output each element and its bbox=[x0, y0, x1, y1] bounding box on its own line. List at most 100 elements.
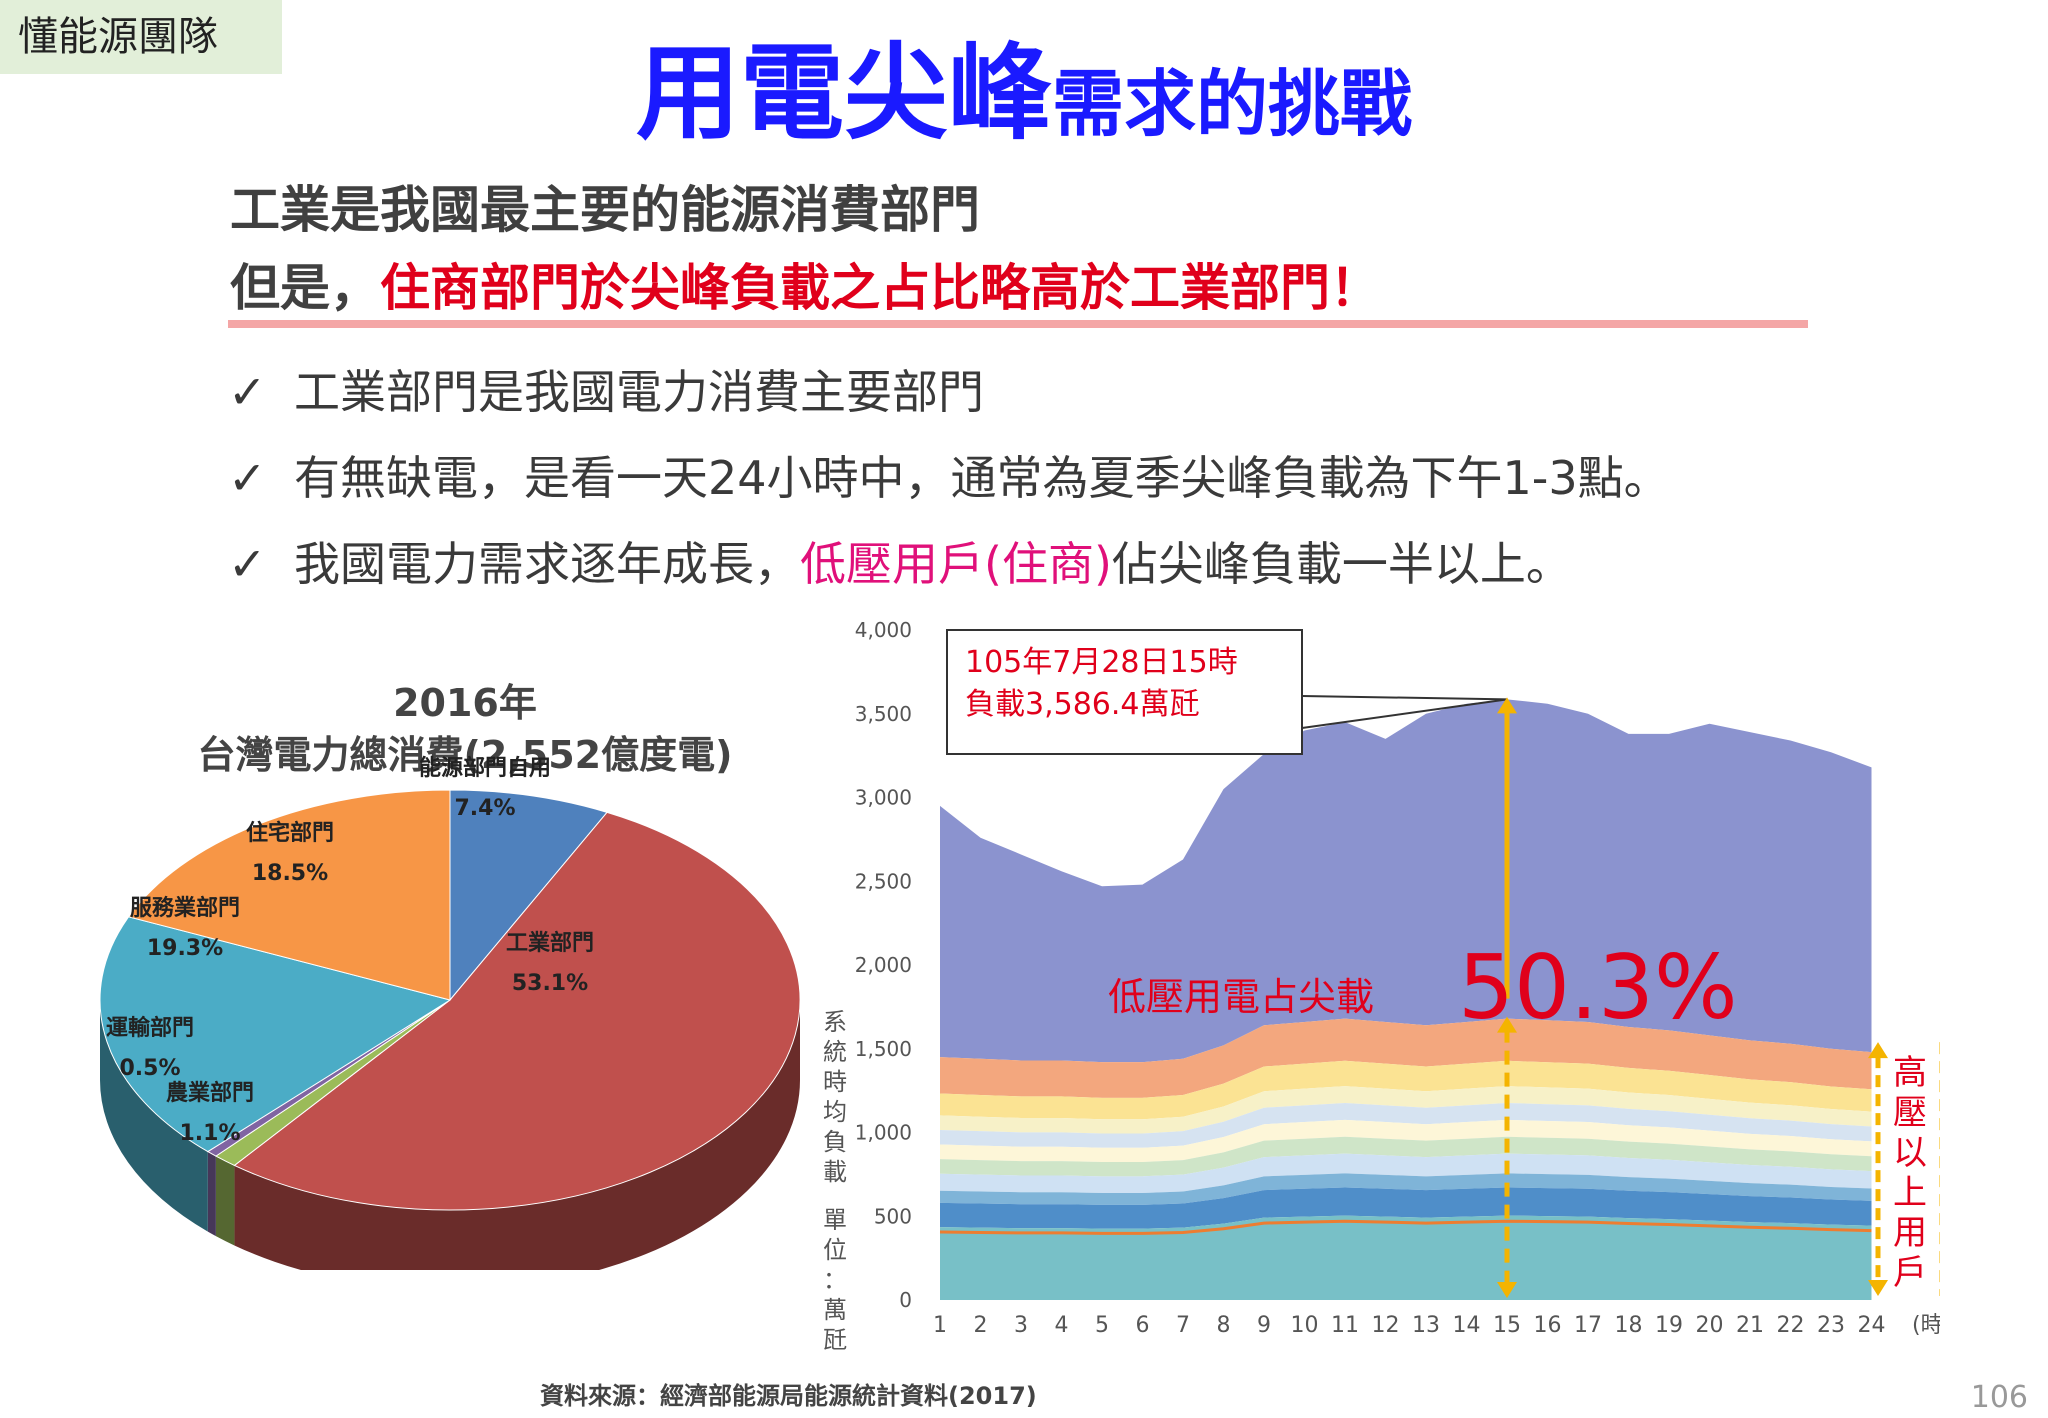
y-axis-label-char: 位 bbox=[823, 1236, 847, 1264]
area-low-voltage-band bbox=[940, 1086, 1872, 1134]
check-icon: ✓ bbox=[228, 451, 267, 505]
x-tick-label: 1 bbox=[933, 1313, 947, 1338]
y-axis-label-char: 均 bbox=[823, 1098, 847, 1126]
subtitle-line1: 工業是我國最主要的能源消費部門 bbox=[230, 181, 980, 239]
page-title: 用電尖峰需求的挑戰 bbox=[0, 8, 2048, 159]
pie-slice-value: 18.5% bbox=[252, 861, 328, 886]
x-tick-label: 23 bbox=[1817, 1313, 1845, 1338]
y-axis-label-char: ： bbox=[823, 1266, 847, 1294]
peak-callout-line2: 負載3,586.4萬瓩 bbox=[965, 687, 1200, 722]
y-axis-label-char: 統 bbox=[823, 1038, 847, 1066]
high-voltage-label-char: 上 bbox=[1893, 1173, 1927, 1213]
area-high-voltage bbox=[940, 699, 1872, 1063]
x-tick-label: 12 bbox=[1372, 1313, 1400, 1338]
x-tick-label: 9 bbox=[1257, 1313, 1271, 1338]
bullet-text: 工業部門是我國電力消費主要部門 bbox=[294, 365, 984, 419]
high-voltage-label-char: 用 bbox=[1893, 1213, 1927, 1253]
y-tick-label: 2,500 bbox=[855, 869, 912, 893]
subtitle-underline bbox=[228, 320, 1808, 328]
x-tick-label: 8 bbox=[1217, 1313, 1231, 1338]
x-axis-unit: (時) bbox=[1912, 1313, 1940, 1338]
team-label: 懂能源團隊 bbox=[0, 0, 282, 74]
pie-slice-label: 運輸部門 bbox=[106, 1015, 194, 1041]
pie-slice-label: 工業部門 bbox=[506, 930, 594, 956]
pie-slice bbox=[99, 916, 452, 1153]
y-tick-label: 2,000 bbox=[855, 953, 912, 977]
pie-slice-value: 7.4% bbox=[454, 796, 515, 821]
pie-slice-label: 服務業部門 bbox=[130, 895, 240, 921]
title-small: 需求的挑戰 bbox=[1052, 62, 1413, 146]
source-note: 資料來源：經濟部能源局能源統計資料(2017) bbox=[540, 1382, 1037, 1410]
y-axis-label-char: 單 bbox=[823, 1206, 847, 1234]
title-big: 用電尖峰 bbox=[635, 32, 1052, 154]
low-voltage-label: 低壓用電占尖載 bbox=[1108, 975, 1374, 1019]
x-tick-label: 18 bbox=[1615, 1313, 1643, 1338]
peak-callout-line bbox=[1301, 698, 1508, 729]
arrow-down-icon bbox=[1868, 1280, 1888, 1296]
pie-slice bbox=[233, 811, 801, 1211]
y-tick-label: 0 bbox=[899, 1288, 912, 1312]
high-voltage-label-char: 以 bbox=[1893, 1133, 1927, 1173]
y-axis-label-char: 載 bbox=[823, 1158, 847, 1186]
bullet-text-before: 我國電力需求逐年成長， bbox=[294, 537, 800, 591]
area-low-voltage-band bbox=[940, 1018, 1872, 1098]
peak-callout-line1: 105年7月28日15時 bbox=[965, 645, 1238, 680]
check-icon: ✓ bbox=[228, 365, 267, 419]
pie-title-line2: 台灣電力總消費(2,552億度電) bbox=[198, 733, 733, 777]
x-tick-label: 19 bbox=[1655, 1313, 1683, 1338]
x-tick-label: 14 bbox=[1453, 1313, 1481, 1338]
area-orange-line bbox=[939, 1219, 1872, 1235]
arrow-down-icon bbox=[1497, 1282, 1517, 1298]
low-voltage-share: 50.3% bbox=[1458, 936, 1738, 1039]
x-tick-label: 22 bbox=[1777, 1313, 1805, 1338]
pie-slice-side bbox=[100, 1000, 208, 1232]
y-tick-label: 1,000 bbox=[855, 1121, 912, 1145]
x-tick-label: 20 bbox=[1696, 1313, 1724, 1338]
subtitle-line2: 但是，住商部門於尖峰負載之占比略高於工業部門！ bbox=[230, 248, 1380, 320]
y-tick-label: 1,500 bbox=[855, 1037, 912, 1061]
bullet-text-highlight: 低壓用戶(住商) bbox=[800, 537, 1112, 591]
y-tick-label: 3,000 bbox=[855, 786, 912, 810]
x-tick-label: 13 bbox=[1412, 1313, 1440, 1338]
y-tick-label: 500 bbox=[874, 1204, 912, 1228]
x-tick-label: 6 bbox=[1136, 1313, 1150, 1338]
y-axis-label-char: 瓩 bbox=[823, 1326, 847, 1350]
x-tick-label: 24 bbox=[1858, 1313, 1886, 1338]
x-tick-label: 2 bbox=[974, 1313, 988, 1338]
x-tick-label: 5 bbox=[1095, 1313, 1109, 1338]
arrow-up-icon bbox=[1497, 1016, 1517, 1033]
area-low-voltage-band bbox=[940, 1173, 1872, 1205]
page-number: 106 bbox=[1970, 1380, 2028, 1415]
x-tick-label: 17 bbox=[1574, 1313, 1602, 1338]
load-area-chart: 05001,0001,5002,0002,5003,0003,5004,000 … bbox=[823, 618, 1940, 1350]
subtitle-line2-highlight: 住商部門於尖峰負載之占比略高於工業部門！ bbox=[380, 259, 1380, 317]
peak-callout-box bbox=[946, 629, 1303, 755]
area-low-voltage-band bbox=[940, 1215, 1872, 1300]
check-icon: ✓ bbox=[228, 537, 267, 591]
pie-slice bbox=[449, 789, 608, 1002]
subtitle-line2-prefix: 但是， bbox=[230, 259, 380, 317]
pie-slice-side bbox=[207, 1151, 216, 1237]
area-low-voltage-band bbox=[940, 1136, 1872, 1177]
x-tick-label: 15 bbox=[1493, 1313, 1521, 1338]
pie-slice-value: 0.5% bbox=[119, 1056, 180, 1081]
y-axis-label-char: 負 bbox=[823, 1128, 847, 1156]
pie-slice-side bbox=[234, 1000, 800, 1270]
bullet-text: 有無缺電，是看一天24小時中，通常為夏季尖峰負載為下午1-3點。 bbox=[294, 451, 1670, 505]
pie-slice-label: 住宅部門 bbox=[246, 820, 334, 846]
y-tick-label: 3,500 bbox=[855, 702, 912, 726]
y-tick-label: 4,000 bbox=[855, 618, 912, 642]
x-tick-label: 10 bbox=[1291, 1313, 1319, 1338]
area-low-voltage-band bbox=[940, 1060, 1872, 1120]
bullet-2: ✓ 有無缺電，是看一天24小時中，通常為夏季尖峰負載為下午1-3點。 bbox=[228, 442, 1670, 508]
peak-callout-line bbox=[1301, 695, 1508, 701]
x-tick-label: 16 bbox=[1534, 1313, 1562, 1338]
high-voltage-label-char: 高 bbox=[1893, 1053, 1927, 1093]
pie-chart: 2016年 台灣電力總消費(2,552億度電) 能源部門自用 7.4% 工業部門 53… bbox=[99, 681, 801, 1270]
high-voltage-label-char: 壓 bbox=[1893, 1093, 1927, 1133]
arrow-up-icon bbox=[1868, 1042, 1888, 1059]
bullet-text-after: 佔尖峰負載一半以上。 bbox=[1111, 537, 1572, 591]
arrow-up-icon bbox=[1497, 697, 1517, 714]
x-tick-label: 21 bbox=[1736, 1313, 1764, 1338]
pie-slice-label: 農業部門 bbox=[166, 1080, 254, 1106]
